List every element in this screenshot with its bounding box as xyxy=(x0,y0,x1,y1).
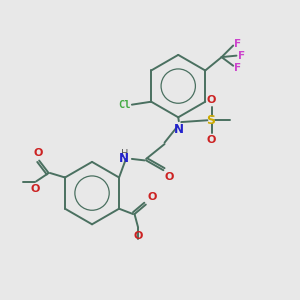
Text: H: H xyxy=(121,149,129,159)
Text: O: O xyxy=(207,135,216,146)
Text: O: O xyxy=(33,148,43,158)
Text: N: N xyxy=(119,152,129,165)
Text: O: O xyxy=(30,184,40,194)
Text: O: O xyxy=(165,172,174,182)
Text: O: O xyxy=(147,192,156,202)
Text: O: O xyxy=(207,95,216,105)
Text: F: F xyxy=(234,62,241,73)
Text: F: F xyxy=(238,51,245,61)
Text: S: S xyxy=(206,114,215,127)
Text: F: F xyxy=(234,39,241,49)
Text: O: O xyxy=(134,231,143,241)
Text: N: N xyxy=(174,123,184,136)
Text: Cl: Cl xyxy=(118,100,131,110)
